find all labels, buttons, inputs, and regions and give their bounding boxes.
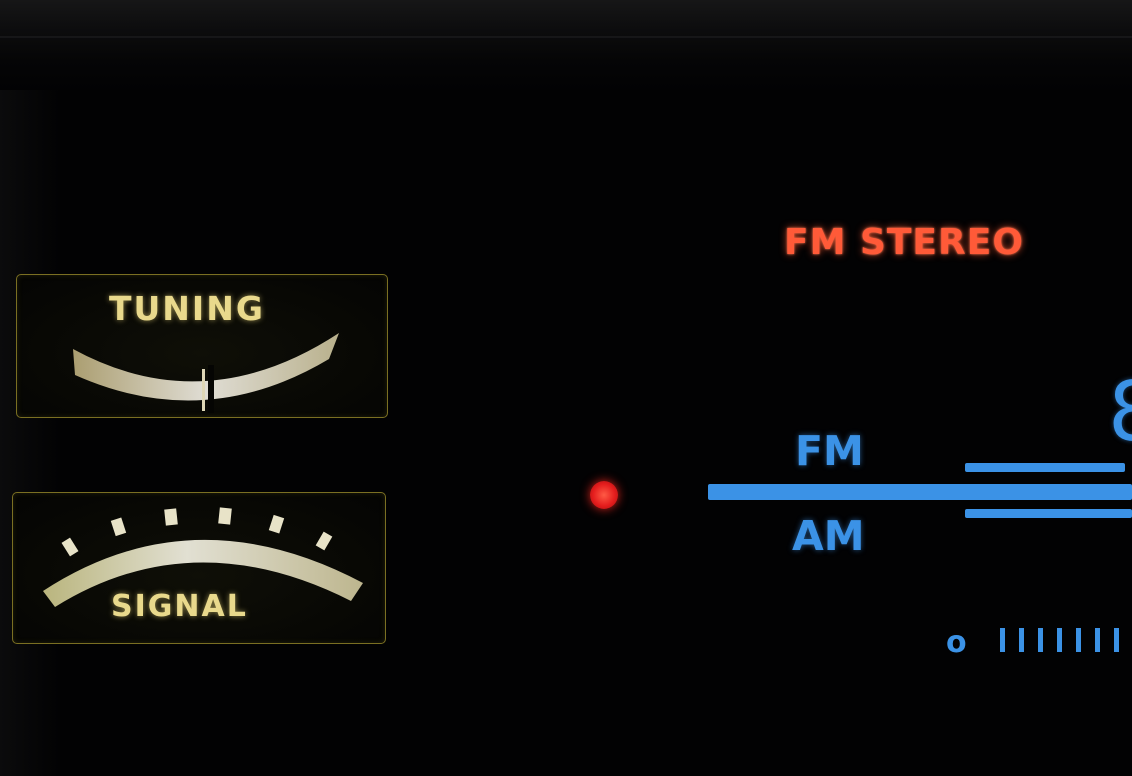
bezel-edge (0, 36, 1132, 38)
left-shadow (0, 90, 60, 776)
am-band-label: AM (792, 512, 865, 560)
top-bezel (0, 0, 1132, 92)
fm-band-label: FM (795, 427, 864, 475)
signal-label: SIGNAL (111, 589, 248, 624)
stereo-indicator-led (590, 481, 618, 509)
signal-scale-ticks (1000, 628, 1119, 652)
fm-scale-line (965, 463, 1125, 472)
signal-meter: SIGNAL (12, 492, 386, 644)
scale-start-mark: o (946, 625, 967, 660)
tuning-label: TUNING (109, 289, 265, 328)
signal-meter-arc (43, 507, 363, 607)
am-scale-line (965, 509, 1132, 518)
fm-stereo-indicator: FM STEREO (784, 222, 1024, 263)
tuning-meter-arc (73, 333, 339, 413)
dial-pointer-bar (708, 484, 1132, 500)
frequency-digit: 8 (1108, 372, 1132, 454)
tuning-meter: TUNING (16, 274, 388, 418)
